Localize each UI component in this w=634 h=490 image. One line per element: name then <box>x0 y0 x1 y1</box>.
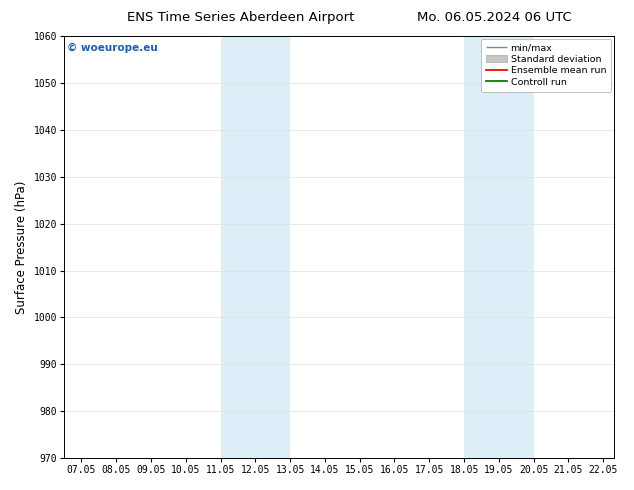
Legend: min/max, Standard deviation, Ensemble mean run, Controll run: min/max, Standard deviation, Ensemble me… <box>481 39 611 92</box>
Y-axis label: Surface Pressure (hPa): Surface Pressure (hPa) <box>15 180 28 314</box>
Text: © woeurope.eu: © woeurope.eu <box>67 43 158 53</box>
Text: ENS Time Series Aberdeen Airport: ENS Time Series Aberdeen Airport <box>127 11 354 24</box>
Text: Mo. 06.05.2024 06 UTC: Mo. 06.05.2024 06 UTC <box>417 11 572 24</box>
Bar <box>221 36 290 458</box>
Bar <box>464 36 534 458</box>
